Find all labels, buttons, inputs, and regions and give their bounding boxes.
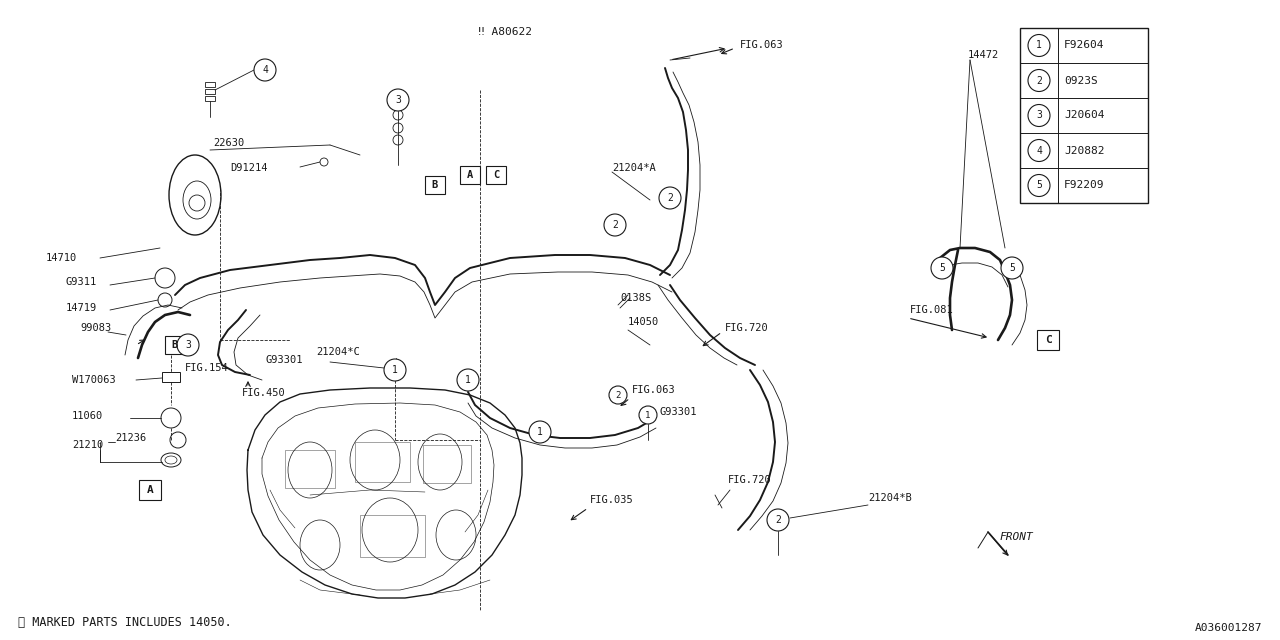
Text: 0138S: 0138S bbox=[620, 293, 652, 303]
Text: FIG.450: FIG.450 bbox=[242, 388, 285, 398]
Text: 5: 5 bbox=[1036, 180, 1042, 191]
Text: 3: 3 bbox=[396, 95, 401, 105]
Bar bbox=[285, 450, 335, 488]
Text: 21204*C: 21204*C bbox=[316, 347, 360, 357]
Text: 99083: 99083 bbox=[79, 323, 111, 333]
Text: 1: 1 bbox=[645, 410, 650, 419]
Bar bbox=[360, 515, 425, 557]
Text: ※ MARKED PARTS INCLUDES 14050.: ※ MARKED PARTS INCLUDES 14050. bbox=[18, 616, 232, 628]
Text: FIG.035: FIG.035 bbox=[590, 495, 634, 505]
Text: 1: 1 bbox=[538, 427, 543, 437]
Text: 21236: 21236 bbox=[115, 433, 146, 443]
Circle shape bbox=[384, 359, 406, 381]
Text: 14472: 14472 bbox=[968, 50, 1000, 60]
Text: F92604: F92604 bbox=[1064, 40, 1105, 51]
Text: 22630: 22630 bbox=[212, 138, 244, 148]
Text: 21204*A: 21204*A bbox=[612, 163, 655, 173]
Circle shape bbox=[609, 386, 627, 404]
Text: 21204*B: 21204*B bbox=[868, 493, 911, 503]
Bar bbox=[425, 176, 445, 194]
Text: 4: 4 bbox=[1036, 145, 1042, 156]
Text: F92209: F92209 bbox=[1064, 180, 1105, 191]
Circle shape bbox=[639, 406, 657, 424]
Text: 21210: 21210 bbox=[72, 440, 104, 450]
Text: 2: 2 bbox=[1036, 76, 1042, 86]
Text: G9311: G9311 bbox=[67, 277, 97, 287]
Circle shape bbox=[529, 421, 550, 443]
Text: W170063: W170063 bbox=[72, 375, 115, 385]
Text: 3: 3 bbox=[1036, 111, 1042, 120]
Text: FIG.154: FIG.154 bbox=[186, 363, 229, 373]
Bar bbox=[1037, 330, 1059, 350]
Circle shape bbox=[253, 59, 276, 81]
Circle shape bbox=[931, 257, 954, 279]
Text: FIG.081: FIG.081 bbox=[910, 305, 954, 315]
Text: 14050: 14050 bbox=[628, 317, 659, 327]
Text: D91214: D91214 bbox=[230, 163, 268, 173]
Text: 3: 3 bbox=[186, 340, 191, 350]
Bar bbox=[205, 82, 215, 87]
Bar bbox=[486, 166, 506, 184]
Text: J20604: J20604 bbox=[1064, 111, 1105, 120]
Circle shape bbox=[1001, 257, 1023, 279]
Bar bbox=[163, 372, 180, 382]
Text: FIG.063: FIG.063 bbox=[632, 385, 676, 395]
Text: 14719: 14719 bbox=[67, 303, 97, 313]
Circle shape bbox=[457, 369, 479, 391]
Bar bbox=[1020, 28, 1148, 203]
Bar bbox=[355, 442, 410, 482]
Bar bbox=[205, 89, 215, 94]
Bar bbox=[422, 445, 471, 483]
Text: 11060: 11060 bbox=[72, 411, 104, 421]
Circle shape bbox=[1028, 35, 1050, 56]
Text: FIG.063: FIG.063 bbox=[740, 40, 783, 50]
Bar bbox=[140, 480, 161, 500]
Text: 1: 1 bbox=[465, 375, 471, 385]
Text: B: B bbox=[431, 180, 438, 190]
Text: 5: 5 bbox=[1009, 263, 1015, 273]
Bar bbox=[165, 336, 186, 354]
Circle shape bbox=[1028, 140, 1050, 161]
Text: 4: 4 bbox=[262, 65, 268, 75]
Text: 2: 2 bbox=[667, 193, 673, 203]
Text: C: C bbox=[493, 170, 499, 180]
Text: 1: 1 bbox=[1036, 40, 1042, 51]
Text: B: B bbox=[172, 340, 178, 350]
Bar bbox=[460, 166, 480, 184]
Text: A: A bbox=[147, 485, 154, 495]
Text: C: C bbox=[1044, 335, 1051, 345]
Text: 5: 5 bbox=[940, 263, 945, 273]
Circle shape bbox=[659, 187, 681, 209]
Text: 14710: 14710 bbox=[46, 253, 77, 263]
Text: 0923S: 0923S bbox=[1064, 76, 1098, 86]
Text: A: A bbox=[467, 170, 474, 180]
Circle shape bbox=[1028, 175, 1050, 196]
Text: 2: 2 bbox=[776, 515, 781, 525]
Circle shape bbox=[767, 509, 788, 531]
Text: FRONT: FRONT bbox=[1000, 532, 1034, 542]
Text: FIG.720: FIG.720 bbox=[728, 475, 772, 485]
Circle shape bbox=[177, 334, 198, 356]
Text: ‼ A80622: ‼ A80622 bbox=[477, 27, 532, 37]
Text: 1: 1 bbox=[392, 365, 398, 375]
Text: A036001287: A036001287 bbox=[1194, 623, 1262, 633]
Text: 2: 2 bbox=[616, 390, 621, 399]
Circle shape bbox=[604, 214, 626, 236]
Text: FIG.720: FIG.720 bbox=[724, 323, 769, 333]
Text: G93301: G93301 bbox=[265, 355, 302, 365]
Text: J20882: J20882 bbox=[1064, 145, 1105, 156]
Circle shape bbox=[1028, 70, 1050, 92]
Circle shape bbox=[1028, 104, 1050, 127]
Bar bbox=[205, 96, 215, 101]
Text: G93301: G93301 bbox=[660, 407, 698, 417]
Circle shape bbox=[387, 89, 410, 111]
Text: 2: 2 bbox=[612, 220, 618, 230]
